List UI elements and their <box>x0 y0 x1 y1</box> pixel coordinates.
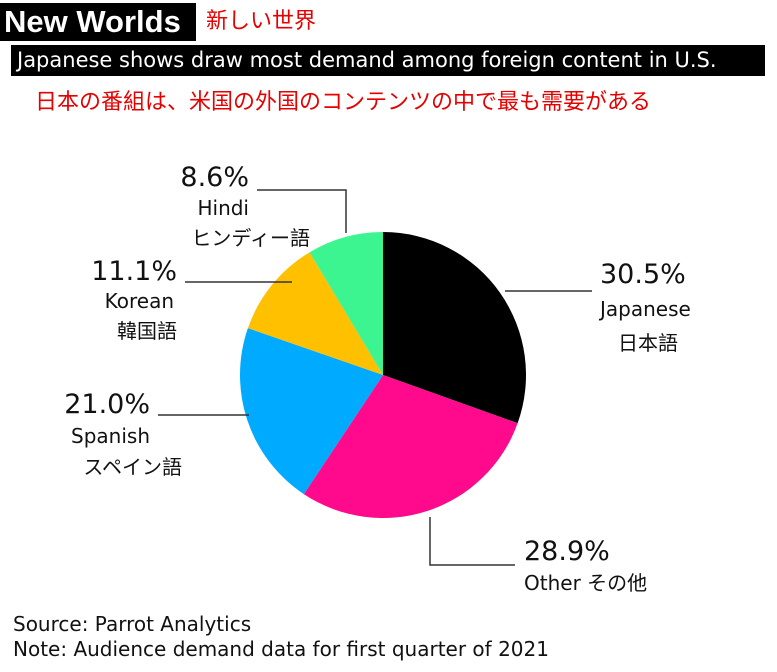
slice-value-spanish: 21.0% <box>64 389 150 420</box>
leader-lines <box>158 189 592 566</box>
chart-subtitle-japanese: 日本の番組は、米国の外国のコンテンツの中で最も需要がある <box>35 90 652 115</box>
slice-label-spanish: Spanish <box>71 424 150 448</box>
chart-subtitle: Japanese shows draw most demand among fo… <box>11 45 765 76</box>
slice-label-jp-spanish: スペイン語 <box>83 455 182 479</box>
footnote: Note: Audience demand data for first qua… <box>13 637 549 661</box>
slice-label-hindi: Hindi <box>197 196 249 220</box>
chart-title-japanese: 新しい世界 <box>206 9 317 34</box>
slice-value-hindi: 8.6% <box>180 162 249 193</box>
slice-label-jp-korean: 韓国語 <box>117 319 177 343</box>
chart-title: New Worlds <box>0 3 196 41</box>
pie-slice-spanish <box>239 328 383 495</box>
slice-value-korean: 11.1% <box>91 256 177 287</box>
slice-labels: 30.5% Japanese 日本語 28.9% Other その他 21.0% Spani… <box>64 162 691 595</box>
leader-line-hindi <box>257 189 347 233</box>
slice-label-jp-hindi: ヒンディー語 <box>191 226 310 250</box>
slice-label-other: Other その他 <box>524 571 647 595</box>
slice-value-other: 28.9% <box>524 536 610 567</box>
leader-line-other <box>429 517 515 566</box>
pie-slice-hindi <box>309 232 383 375</box>
source-note: Source: Parrot Analytics <box>13 612 252 636</box>
pie-slice-other <box>303 375 518 518</box>
slice-value-japanese: 30.5% <box>600 259 686 290</box>
slice-label-jp-japanese: 日本語 <box>618 331 678 355</box>
pie-slice-japanese <box>383 232 526 424</box>
slice-label-japanese: Japanese <box>598 297 691 321</box>
pie-slice-korean <box>247 252 383 375</box>
slice-label-korean: Korean <box>105 289 174 313</box>
pie-slices <box>239 232 526 518</box>
